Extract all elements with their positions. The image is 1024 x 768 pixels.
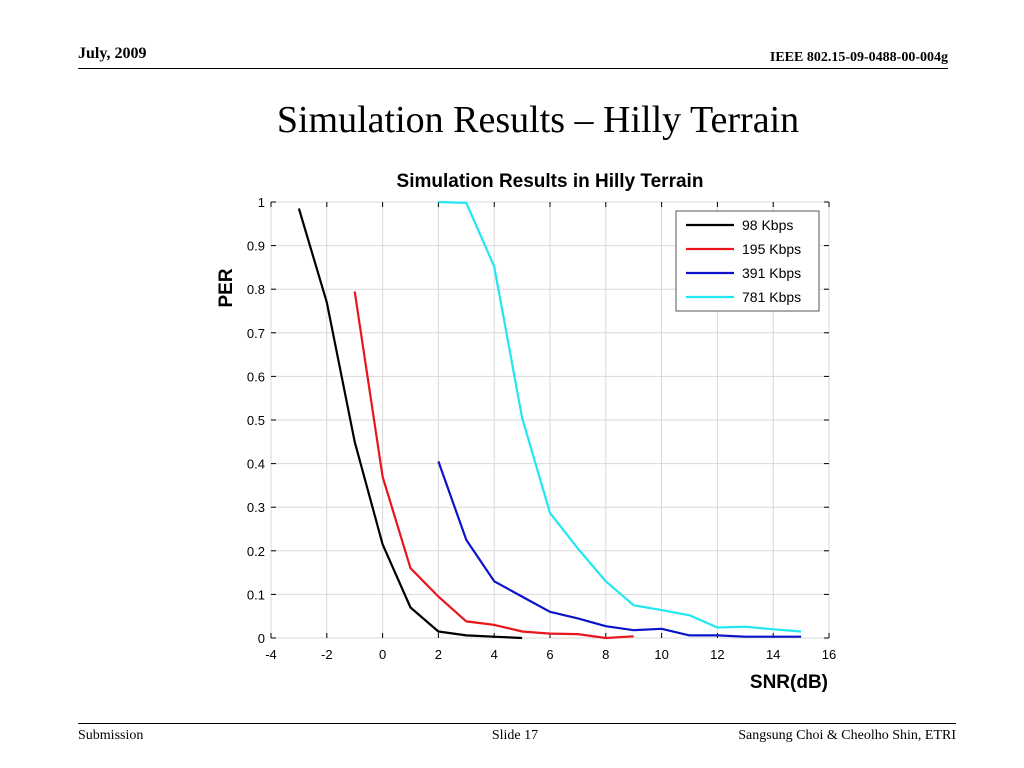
legend-entry: 781 Kbps — [742, 289, 801, 305]
legend-entry: 98 Kbps — [742, 217, 793, 233]
legend-entry: 195 Kbps — [742, 241, 801, 257]
y-tick-label: 1 — [258, 195, 265, 210]
legend-box — [675, 210, 820, 312]
document-id: IEEE 802.15-09-0488-00-004g — [769, 50, 948, 65]
x-tick-label: 8 — [602, 647, 609, 662]
series-line-98-kbps — [297, 208, 523, 640]
y-tick-label: 0.3 — [247, 500, 265, 515]
footer-authors: Sangsung Choi & Cheolho Shin, ETRI — [738, 728, 956, 743]
y-tick-label: 0.9 — [247, 239, 265, 254]
footer-divider — [78, 723, 956, 724]
x-tick-label: 6 — [546, 647, 553, 662]
slide-number: Slide 17 — [491, 728, 539, 743]
y-tick-label: 0.6 — [247, 369, 265, 384]
legend-entry: 391 Kbps — [742, 265, 801, 281]
series-line-781-kbps — [438, 200, 802, 633]
x-tick-label: -4 — [265, 647, 277, 662]
legend: 98 Kbps 195 Kbps 391 Kbps 781 Kbps — [675, 210, 820, 312]
x-tick-label: 2 — [435, 647, 442, 662]
header-divider — [78, 68, 948, 69]
x-tick-label: -2 — [321, 647, 333, 662]
x-tick-label: 4 — [491, 647, 498, 662]
slide-date: July, 2009 — [78, 45, 147, 62]
chart-title: Simulation Results in Hilly Terrain — [397, 171, 704, 192]
slide-title: Simulation Results – Hilly Terrain — [276, 99, 800, 141]
y-tick-label: 0.5 — [247, 413, 265, 428]
series-line-195-kbps — [353, 291, 634, 640]
x-axis-label: SNR(dB) — [750, 672, 828, 693]
y-tick-label: 0.2 — [247, 544, 265, 559]
y-tick-label: 0.7 — [247, 326, 265, 341]
series-line-391-kbps — [437, 461, 802, 638]
footer-submission: Submission — [78, 728, 144, 743]
y-tick-label: 0.1 — [247, 587, 265, 602]
x-tick-label: 10 — [654, 647, 668, 662]
y-tick-label: 0 — [258, 631, 265, 646]
y-tick-label: 0.8 — [247, 282, 265, 297]
axes-layer: -4 -2 0 2 4 6 8 10 12 14 16 0 0.1 0.2 0.3 0.4 0.5 0.6 0.7 0… — [247, 195, 836, 662]
x-tick-label: 12 — [710, 647, 724, 662]
x-tick-label: 0 — [379, 647, 386, 662]
x-tick-label: 16 — [822, 647, 836, 662]
x-tick-label: 14 — [766, 647, 780, 662]
y-axis-label: PER — [216, 268, 237, 307]
series-layer — [297, 200, 802, 640]
y-tick-label: 0.4 — [247, 457, 265, 472]
